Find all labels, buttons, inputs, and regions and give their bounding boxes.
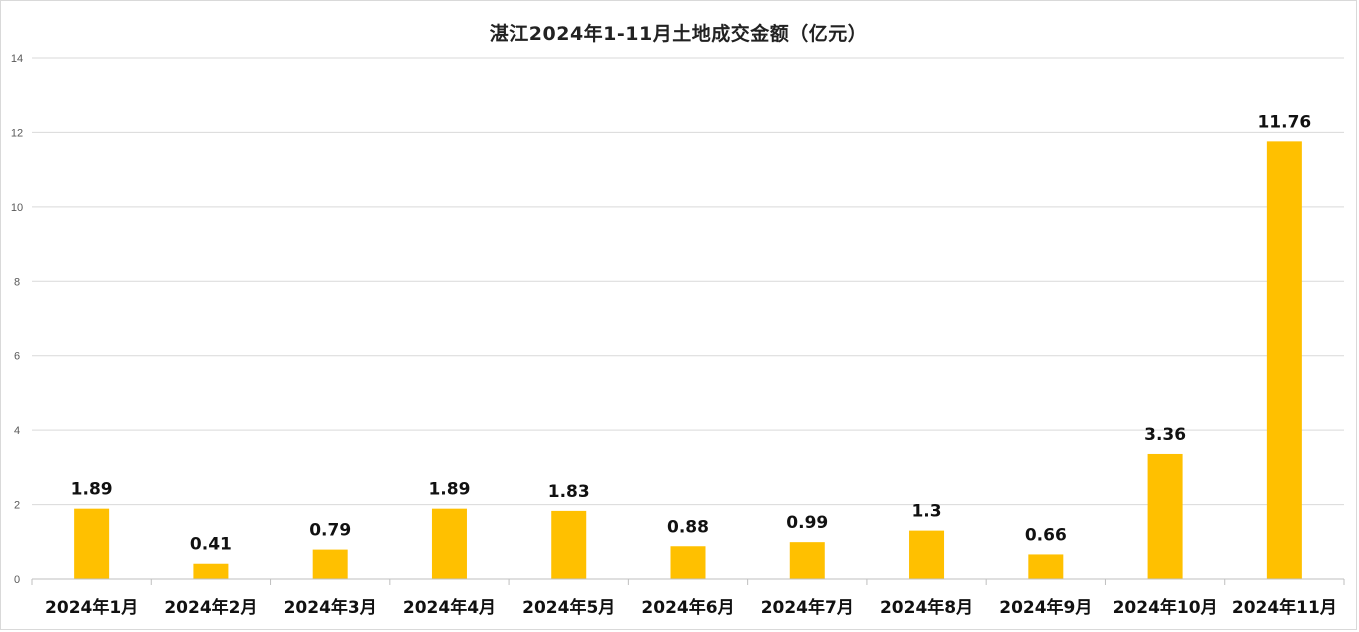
bar bbox=[193, 563, 229, 579]
data-label: 0.99 bbox=[786, 513, 828, 533]
data-label: 1.83 bbox=[548, 482, 590, 502]
data-label: 1.89 bbox=[428, 480, 470, 500]
data-labels: 1.89 0.41 0.79 1.89 1.83 0.88 0.99 1.3 0.66 3.36 1… bbox=[71, 112, 1312, 554]
y-tick-label: 4 bbox=[14, 425, 20, 437]
data-label: 0.88 bbox=[667, 517, 709, 537]
data-label: 0.79 bbox=[309, 521, 351, 541]
x-category-label: 2024年8月 bbox=[880, 597, 973, 618]
y-tick-label: 0 bbox=[14, 574, 20, 586]
x-category-label: 2024年6月 bbox=[641, 597, 734, 618]
bar bbox=[789, 542, 825, 579]
bar bbox=[551, 510, 587, 579]
bars bbox=[74, 141, 1302, 580]
x-axis: 2024年1月 2024年2月 2024年3月 2024年4月 2024年5月 2024年… bbox=[31, 578, 1345, 618]
data-label: 1.3 bbox=[911, 502, 941, 522]
bar bbox=[909, 530, 945, 579]
x-category-label: 2024年2月 bbox=[164, 597, 257, 618]
y-tick-label: 14 bbox=[11, 53, 23, 65]
x-category-label: 2024年4月 bbox=[403, 597, 496, 618]
y-tick-label: 10 bbox=[11, 202, 23, 214]
data-label: 0.66 bbox=[1025, 525, 1067, 545]
y-axis-ticks: 0 2 4 6 8 10 12 14 bbox=[11, 53, 23, 586]
bar bbox=[312, 549, 348, 579]
x-category-label: 2024年1月 bbox=[45, 597, 138, 618]
bar bbox=[1266, 141, 1302, 580]
data-label: 3.36 bbox=[1144, 425, 1186, 445]
y-tick-label: 6 bbox=[14, 351, 20, 363]
data-label: 0.41 bbox=[190, 535, 232, 555]
bar bbox=[670, 546, 706, 579]
bar bbox=[74, 508, 110, 579]
x-category-label: 2024年7月 bbox=[761, 597, 854, 618]
x-category-label: 2024年10月 bbox=[1113, 597, 1218, 618]
bar bbox=[431, 508, 467, 579]
bar bbox=[1147, 453, 1183, 579]
y-tick-label: 2 bbox=[14, 500, 20, 512]
y-tick-label: 12 bbox=[11, 127, 23, 139]
y-tick-label: 8 bbox=[14, 276, 20, 288]
x-category-label: 2024年9月 bbox=[999, 597, 1092, 618]
data-label: 1.89 bbox=[71, 480, 113, 500]
data-label: 11.76 bbox=[1257, 112, 1311, 132]
x-category-label: 2024年11月 bbox=[1232, 597, 1337, 618]
chart-title: 湛江2024年1-11月土地成交金额（亿元） bbox=[489, 23, 868, 45]
x-category-label: 2024年3月 bbox=[284, 597, 377, 618]
x-category-label: 2024年5月 bbox=[522, 597, 615, 618]
bar bbox=[1028, 554, 1064, 579]
gridlines bbox=[32, 57, 1344, 506]
